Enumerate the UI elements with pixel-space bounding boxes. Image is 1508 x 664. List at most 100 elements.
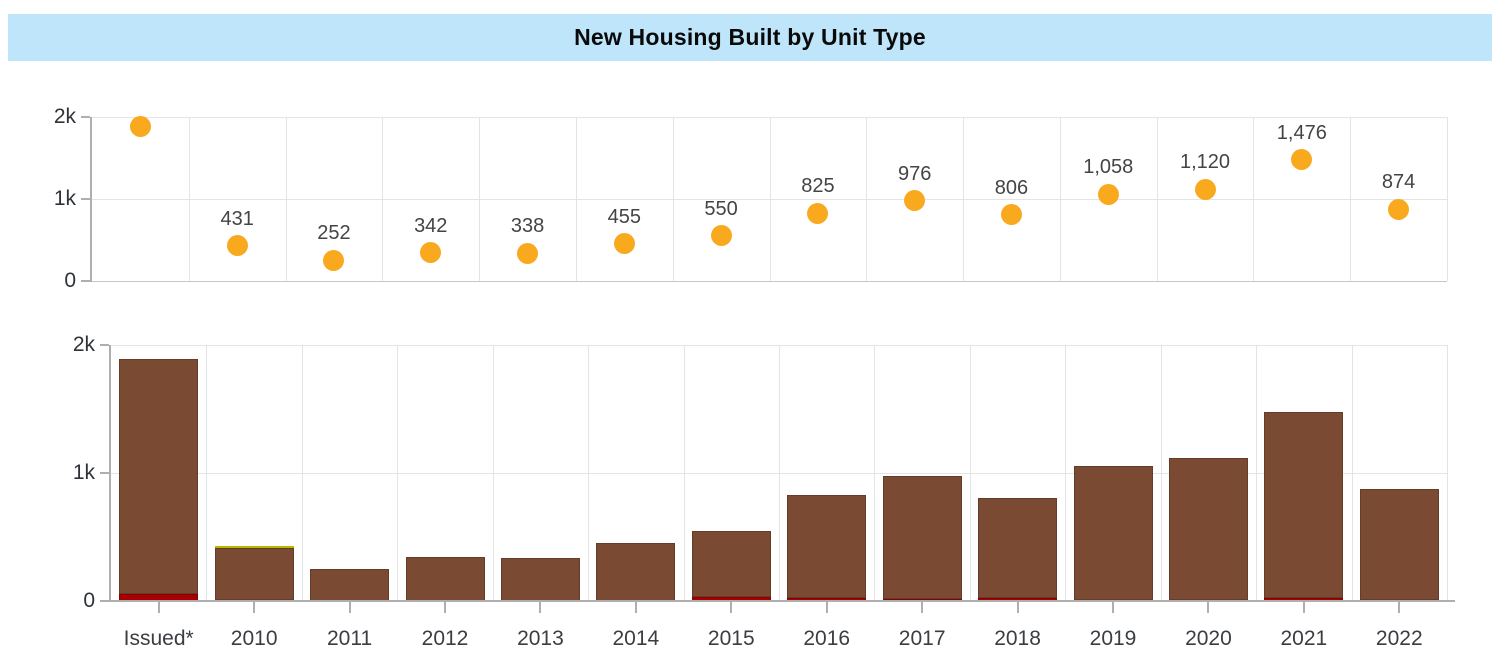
bar-segment-red[interactable] [1264,597,1344,601]
y-axis-tick-label: 2k [72,333,95,356]
x-axis-label: 2018 [994,627,1041,650]
x-axis-tick [1016,602,1019,613]
x-axis-label: Issued* [123,627,194,650]
x-axis-tick [444,602,446,613]
scatter-point-label: 1,058 [1083,156,1134,179]
category-gridline [1160,345,1162,601]
category-gridline [479,117,481,281]
category-gridline [874,345,876,601]
scatter-point-label: 1,120 [1180,151,1231,174]
y-axis-tick-label: 0 [83,589,95,612]
x-axis-tick [253,602,256,613]
category-gridline [492,345,494,601]
category-gridline [206,345,208,601]
bar-segment-brown[interactable] [405,557,485,601]
x-axis-label: 2019 [1089,627,1137,650]
bar-segment-brown[interactable] [978,497,1058,599]
x-axis-tick [921,602,924,613]
scatter-point[interactable] [904,190,926,212]
category-gridline [1351,345,1353,601]
scatter-point-label: 252 [317,222,351,245]
x-axis-label: 2012 [421,627,469,650]
bar-segment-brown[interactable] [214,547,294,600]
bar-segment-red[interactable] [978,598,1058,601]
x-axis-label: 2015 [707,627,755,650]
scatter-point-label: 455 [607,205,641,228]
category-gridline [1156,117,1158,281]
bar-segment-brown[interactable] [500,557,580,601]
x-axis-label: 2016 [803,627,851,650]
scatter-point-label: 342 [414,214,448,237]
category-gridline [1447,345,1448,601]
scatter-point[interactable] [1194,178,1216,200]
scatter-point-label: 338 [510,215,545,238]
y-axis-tick-label: 1k [72,461,95,484]
x-axis-label: 2014 [612,627,660,650]
category-gridline [301,345,303,601]
bar-segment-red[interactable] [691,597,771,601]
scatter-point[interactable] [1291,149,1313,171]
bar-segment-brown[interactable] [1264,412,1344,598]
scatter-point[interactable] [1388,198,1410,220]
y-axis-tick-label: 1k [53,187,76,210]
scatter-point[interactable] [323,249,345,271]
bar-segment-brown[interactable] [787,495,867,598]
scatter-point[interactable] [613,233,635,255]
x-axis-tick [1398,602,1401,613]
category-gridline [769,117,771,281]
x-axis-line [100,600,1455,602]
bar-segment-brown[interactable] [1359,489,1439,600]
category-gridline [1253,117,1255,281]
category-gridline [963,117,965,281]
category-gridline [575,117,577,281]
x-axis-tick [730,602,733,613]
x-axis-tick [539,602,542,613]
x-axis-tick [157,602,160,613]
scatter-point-label: 431 [220,207,254,230]
y-axis-tick-label: 0 [64,269,76,292]
chart-title-banner: New Housing Built by Unit Type [8,14,1492,61]
scatter-point[interactable] [517,242,539,264]
bar-segment-brown[interactable] [310,568,390,601]
scatter-point[interactable] [710,225,732,247]
category-gridline [1447,117,1448,281]
y-axis-line [109,345,111,602]
scatter-point[interactable] [226,235,248,257]
y-axis-tick [100,472,109,474]
bar-segment-brown[interactable] [119,359,199,594]
x-axis-tick [1112,602,1114,613]
category-gridline [382,117,384,281]
x-axis-tick [348,602,351,613]
scatter-point[interactable] [1097,183,1119,205]
bar-segment-brown[interactable] [596,542,676,601]
y-axis-line [90,117,92,282]
y-axis-tick [81,116,90,118]
scatter-point[interactable] [1000,204,1022,226]
bar-segment-yellow[interactable] [214,545,294,548]
bar-segment-brown[interactable] [1168,457,1248,600]
bar-segment-brown[interactable] [882,476,962,600]
x-axis-tick [1207,602,1210,613]
x-axis-tick [1302,602,1305,613]
bar-segment-brown[interactable] [691,530,771,598]
category-gridline [672,117,674,281]
category-gridline [188,117,190,281]
category-gridline [1256,345,1258,601]
bar-segment-brown[interactable] [1073,465,1153,600]
x-axis-label: 2022 [1375,627,1423,650]
x-axis-label: 2021 [1280,627,1328,650]
x-axis-label: 2013 [517,627,564,650]
x-axis-tick [634,602,637,613]
scatter-point[interactable] [129,115,151,137]
x-axis-label: 2017 [898,627,946,650]
scatter-point[interactable] [807,202,829,224]
category-gridline [285,117,287,281]
category-gridline [397,345,399,601]
bar-segment-red[interactable] [119,593,199,601]
scatter-point[interactable] [420,242,442,264]
bar-segment-red[interactable] [787,597,867,601]
category-gridline [779,345,780,601]
chart-title: New Housing Built by Unit Type [574,24,926,50]
